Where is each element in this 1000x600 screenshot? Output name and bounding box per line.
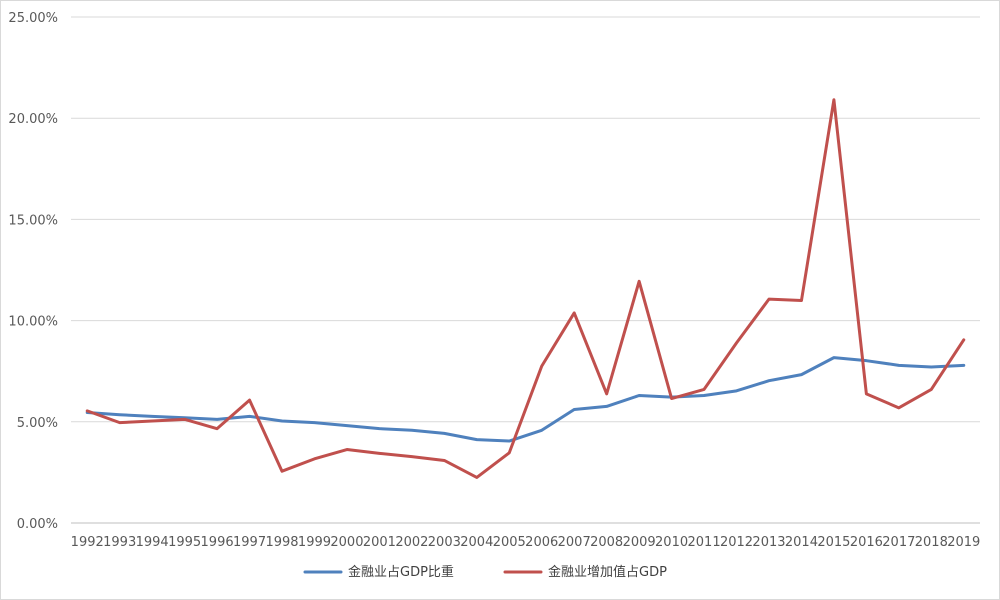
data-point xyxy=(508,439,511,443)
gridlines xyxy=(71,16,980,524)
data-point xyxy=(897,364,901,367)
data-point xyxy=(962,338,965,342)
data-point xyxy=(865,392,868,396)
data-point xyxy=(735,389,738,393)
y-tick-label: 10.00% xyxy=(8,315,58,330)
data-point xyxy=(345,448,349,451)
data-point xyxy=(118,413,121,416)
x-tick-label: 2012 xyxy=(720,535,753,550)
y-tick-label: 20.00% xyxy=(8,112,58,127)
x-tick-label: 2007 xyxy=(558,535,591,550)
data-point xyxy=(313,457,316,461)
data-point xyxy=(930,365,933,369)
x-tick-label: 2011 xyxy=(688,535,721,550)
x-tick-label: 2002 xyxy=(395,535,428,550)
legend-item-1: 金融业占GDP比重 xyxy=(303,564,454,580)
data-point xyxy=(930,388,933,391)
x-tick-label: 1993 xyxy=(103,535,136,550)
data-point xyxy=(800,373,803,376)
data-point xyxy=(572,311,576,315)
data-point xyxy=(345,424,349,427)
data-point xyxy=(605,405,608,408)
data-point xyxy=(443,432,446,435)
data-point xyxy=(410,429,414,432)
x-tick-label: 2005 xyxy=(493,535,526,550)
x-tick-label: 2009 xyxy=(623,535,656,550)
x-tick-label: 2001 xyxy=(363,535,396,550)
x-tick-label: 2015 xyxy=(817,535,850,550)
data-point xyxy=(572,408,576,411)
x-tick-label: 2000 xyxy=(330,535,363,550)
x-tick-label: 2003 xyxy=(428,535,461,550)
data-point xyxy=(280,419,284,423)
data-point xyxy=(800,299,803,302)
x-tick-label: 1995 xyxy=(168,535,201,550)
legend-label: 金融业占GDP比重 xyxy=(348,564,454,580)
data-point xyxy=(832,98,836,101)
data-point xyxy=(443,459,446,462)
data-point xyxy=(702,394,706,397)
data-point xyxy=(215,418,219,421)
data-point xyxy=(735,341,738,345)
y-tick-label: 25.00% xyxy=(8,11,58,26)
data-point xyxy=(832,356,836,359)
y-tick-label: 15.00% xyxy=(8,213,58,228)
y-tick-label: 5.00% xyxy=(17,416,58,431)
data-point xyxy=(313,421,316,424)
data-point xyxy=(637,280,641,283)
x-tick-label: 1996 xyxy=(201,535,234,550)
data-point xyxy=(378,427,381,430)
x-tick-label: 2008 xyxy=(590,535,623,550)
data-point xyxy=(540,429,543,432)
x-tick-label: 1997 xyxy=(233,535,266,550)
data-point xyxy=(540,364,543,368)
data-point xyxy=(670,397,673,400)
data-point xyxy=(508,451,511,454)
x-tick-label: 2014 xyxy=(785,535,818,550)
x-tick-label: 2019 xyxy=(947,535,980,550)
data-point xyxy=(378,452,381,455)
x-tick-label: 1998 xyxy=(265,535,298,550)
data-point xyxy=(767,297,771,301)
data-point xyxy=(150,419,154,423)
data-point xyxy=(280,469,284,473)
series-line-1 xyxy=(85,356,966,443)
x-tick-label: 2006 xyxy=(525,535,558,550)
x-tick-label: 2016 xyxy=(850,535,883,550)
data-point xyxy=(897,406,901,410)
data-point xyxy=(118,421,121,424)
legend: 金融业占GDP比重 金融业增加值占GDP xyxy=(303,564,667,580)
data-point xyxy=(150,415,154,418)
data-point xyxy=(865,359,868,362)
series-line-2 xyxy=(85,98,966,479)
data-point xyxy=(475,476,479,479)
data-point xyxy=(248,398,251,402)
series-lines xyxy=(85,98,966,479)
data-point xyxy=(475,438,479,441)
data-point xyxy=(702,388,706,391)
y-tick-label: 0.00% xyxy=(17,517,58,532)
x-tick-label: 2010 xyxy=(655,535,688,550)
data-point xyxy=(248,415,251,418)
x-tick-label: 2004 xyxy=(460,535,493,550)
x-tick-label: 1992 xyxy=(71,535,104,550)
data-point xyxy=(605,392,608,396)
x-tick-label: 1999 xyxy=(298,535,331,550)
data-point xyxy=(215,427,219,430)
x-tick-label: 2017 xyxy=(882,535,915,550)
x-tick-label: 1994 xyxy=(136,535,169,550)
x-tick-label: 2018 xyxy=(915,535,948,550)
data-point xyxy=(962,364,965,367)
data-point xyxy=(86,409,89,413)
x-tick-label: 2013 xyxy=(752,535,785,550)
data-point xyxy=(183,418,186,421)
data-point xyxy=(410,455,414,458)
axes: 0.00%5.00%10.00%15.00%20.00%25.00%1992 19… xyxy=(8,11,980,550)
legend-label: 金融业增加值占GDP xyxy=(548,564,667,580)
legend-item-2: 金融业增加值占GDP xyxy=(503,564,667,580)
data-point xyxy=(637,394,641,397)
data-point xyxy=(767,379,771,382)
